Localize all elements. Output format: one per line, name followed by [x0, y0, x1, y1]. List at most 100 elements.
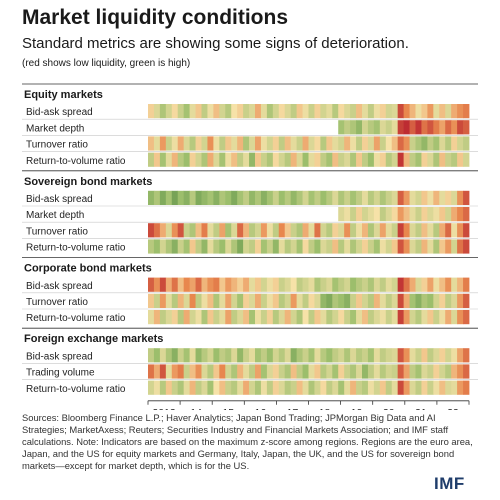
heat-cell [195, 348, 202, 363]
heat-cell [463, 277, 470, 292]
heat-cell [249, 190, 256, 205]
heat-cell [159, 190, 167, 205]
heat-cell [332, 310, 339, 325]
heat-cell [284, 136, 292, 151]
heat-cell [385, 239, 393, 254]
heat-cell [415, 239, 422, 254]
heat-cell [189, 380, 196, 395]
heat-cell [439, 190, 446, 205]
heat-cell [165, 310, 173, 325]
heat-cell [171, 120, 179, 135]
heat-cell [397, 364, 405, 379]
heat-cell [391, 152, 399, 167]
heat-cell [320, 223, 327, 238]
heat-cell [326, 239, 333, 254]
heat-cell [189, 190, 196, 205]
heat-cell [189, 223, 196, 238]
row-label: Bid-ask spread [26, 281, 93, 292]
heat-cell [397, 380, 405, 395]
heat-cell [302, 120, 309, 135]
heat-cell [231, 310, 238, 325]
heat-cell [439, 120, 446, 135]
heat-cell [148, 152, 155, 167]
heat-cell [421, 152, 428, 167]
heat-cell [409, 104, 416, 119]
heat-cell [213, 380, 220, 395]
heat-cell [302, 310, 309, 325]
heat-cell [284, 364, 292, 379]
heat-cell [451, 104, 458, 119]
heat-cell [451, 380, 458, 395]
heat-cell [243, 223, 250, 238]
heat-cell [314, 277, 321, 292]
heat-cell [427, 348, 434, 363]
heat-cell [433, 152, 440, 167]
heat-cell [177, 348, 185, 363]
heat-cell [225, 239, 232, 254]
heat-cell [445, 239, 452, 254]
heat-cell [243, 380, 250, 395]
heat-cell [457, 104, 464, 119]
heat-cell [344, 348, 351, 363]
heat-cell [433, 190, 440, 205]
heat-cell [243, 120, 250, 135]
heat-cell [344, 207, 351, 222]
heat-cell [356, 364, 363, 379]
heat-cell [367, 277, 375, 292]
heat-cell [249, 348, 256, 363]
heat-cell [362, 310, 369, 325]
heat-cell [445, 293, 452, 308]
heat-cell [451, 136, 458, 151]
heat-cell [266, 348, 274, 363]
heat-cell [338, 380, 345, 395]
heat-cell [457, 190, 464, 205]
heat-cell [373, 120, 381, 135]
heat-cell [427, 293, 434, 308]
heat-cell [237, 380, 244, 395]
chart-subtitle: Standard metrics are showing some signs … [22, 35, 409, 52]
heat-cell [314, 120, 321, 135]
heat-cell [421, 348, 428, 363]
heat-cell [344, 152, 351, 167]
heat-cell [350, 104, 357, 119]
row-label: Turnover ratio [26, 140, 88, 151]
heat-cell [403, 190, 410, 205]
heat-cell [213, 239, 220, 254]
heat-cell [225, 120, 232, 135]
heat-cell [379, 239, 387, 254]
heat-cell [439, 152, 446, 167]
heat-cell [201, 223, 208, 238]
heat-cell [439, 239, 446, 254]
heat-cell [362, 293, 369, 308]
heat-cell [237, 207, 244, 222]
heat-cell [290, 348, 298, 363]
heat-cell [231, 293, 238, 308]
heat-cell [231, 207, 238, 222]
group-title: Foreign exchange markets [24, 333, 163, 345]
row-label: Bid-ask spread [26, 351, 93, 362]
heat-cell [320, 152, 327, 167]
heat-cell [362, 207, 369, 222]
heat-cell [171, 239, 179, 254]
heat-cell [195, 136, 202, 151]
heat-cell [231, 348, 238, 363]
heat-cell [391, 364, 399, 379]
heat-cell [338, 223, 345, 238]
heat-cell [207, 120, 214, 135]
heat-cell [344, 310, 351, 325]
heat-cell [225, 364, 232, 379]
heat-cell [326, 223, 333, 238]
heat-cell [231, 239, 238, 254]
heat-cell [201, 293, 208, 308]
heat-cell [153, 364, 161, 379]
heat-cell [379, 136, 387, 151]
heat-cell [243, 277, 250, 292]
heat-cell [314, 223, 321, 238]
heat-cell [177, 152, 185, 167]
heat-cell [249, 277, 256, 292]
heat-cell [213, 104, 220, 119]
heat-cell [302, 104, 309, 119]
heat-cell [314, 239, 321, 254]
heat-cell [338, 207, 345, 222]
heat-cell [278, 104, 286, 119]
